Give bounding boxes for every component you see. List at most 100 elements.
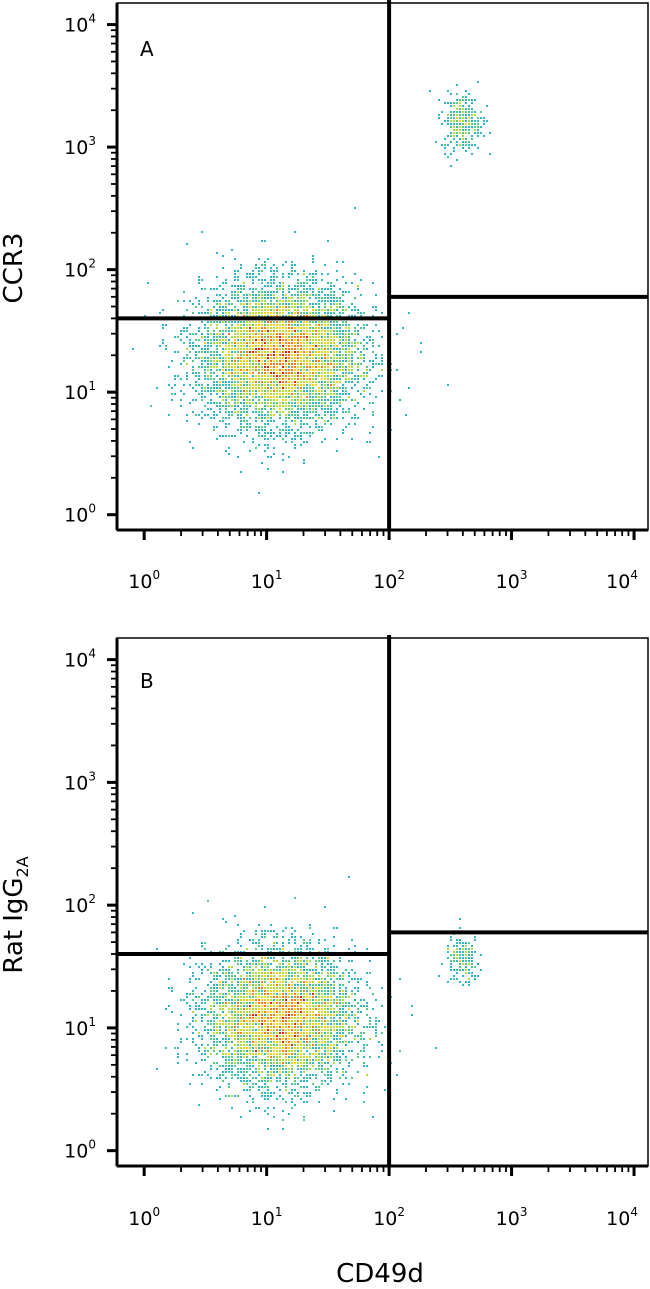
event-dot <box>300 945 302 947</box>
event-dot <box>201 417 203 419</box>
event-dot <box>300 315 302 317</box>
event-dot <box>330 1008 332 1010</box>
event-dot <box>321 336 323 338</box>
event-dot <box>321 369 323 371</box>
event-dot <box>258 1023 260 1025</box>
event-dot <box>225 294 227 296</box>
event-dot <box>291 1023 293 1025</box>
event-dot <box>273 999 275 1001</box>
event-dot <box>453 111 455 113</box>
event-dot <box>279 282 281 284</box>
event-dot <box>375 1023 377 1025</box>
event-dot <box>234 1035 236 1037</box>
event-dot <box>243 1074 245 1076</box>
event-dot <box>318 1050 320 1052</box>
event-dot <box>342 993 344 995</box>
event-dot <box>228 366 230 368</box>
event-dot <box>258 279 260 281</box>
event-dot <box>348 1062 350 1064</box>
event-dot <box>186 420 188 422</box>
event-dot <box>285 426 287 428</box>
event-dot <box>348 342 350 344</box>
event-dot <box>474 951 476 953</box>
event-dot <box>198 1008 200 1010</box>
event-dot <box>336 333 338 335</box>
event-dot <box>318 330 320 332</box>
event-dot <box>450 120 452 122</box>
event-dot <box>261 426 263 428</box>
event-dot <box>315 987 317 989</box>
event-dot <box>192 348 194 350</box>
event-dot <box>450 135 452 137</box>
event-dot <box>342 1002 344 1004</box>
event-dot <box>249 360 251 362</box>
event-dot <box>192 1074 194 1076</box>
event-dot <box>297 1002 299 1004</box>
event-dot <box>327 387 329 389</box>
event-dot <box>258 342 260 344</box>
event-dot <box>285 306 287 308</box>
event-dot <box>252 1053 254 1055</box>
event-dot <box>246 303 248 305</box>
event-dot <box>264 1086 266 1088</box>
event-dot <box>315 960 317 962</box>
event-dot <box>462 945 464 947</box>
event-dot <box>213 366 215 368</box>
event-dot <box>342 1083 344 1085</box>
event-dot <box>252 990 254 992</box>
event-dot <box>342 294 344 296</box>
event-dot <box>303 363 305 365</box>
event-dot <box>465 969 467 971</box>
event-dot <box>324 360 326 362</box>
event-dot <box>267 282 269 284</box>
event-dot <box>336 999 338 1001</box>
panel-b-letter: B <box>140 669 154 693</box>
event-dot <box>333 936 335 938</box>
event-dot <box>306 960 308 962</box>
event-dot <box>267 405 269 407</box>
event-dot <box>471 954 473 956</box>
event-dot <box>453 969 455 971</box>
event-dot <box>330 1026 332 1028</box>
event-dot <box>339 1020 341 1022</box>
event-dot <box>303 1086 305 1088</box>
event-dot <box>243 966 245 968</box>
event-dot <box>363 378 365 380</box>
event-dot <box>297 1077 299 1079</box>
event-dot <box>258 1107 260 1109</box>
event-dot <box>258 1071 260 1073</box>
event-dot <box>303 351 305 353</box>
event-dot <box>255 321 257 323</box>
event-dot <box>213 402 215 404</box>
event-dot <box>285 1062 287 1064</box>
event-dot <box>195 1002 197 1004</box>
event-dot <box>330 417 332 419</box>
event-dot <box>261 390 263 392</box>
event-dot <box>306 366 308 368</box>
event-dot <box>249 1029 251 1031</box>
event-dot <box>225 978 227 980</box>
event-dot <box>270 1068 272 1070</box>
event-dot <box>276 324 278 326</box>
event-dot <box>240 393 242 395</box>
event-dot <box>198 1005 200 1007</box>
event-dot <box>381 390 383 392</box>
event-dot <box>219 321 221 323</box>
event-dot <box>216 288 218 290</box>
event-dot <box>300 966 302 968</box>
event-dot <box>225 303 227 305</box>
event-dot <box>366 384 368 386</box>
event-dot <box>237 405 239 407</box>
event-dot <box>285 1101 287 1103</box>
event-dot <box>324 378 326 380</box>
event-dot <box>231 411 233 413</box>
event-dot <box>222 336 224 338</box>
event-dot <box>354 417 356 419</box>
event-dot <box>267 399 269 401</box>
event-dot <box>291 1068 293 1070</box>
event-dot <box>330 414 332 416</box>
event-dot <box>261 411 263 413</box>
event-dot <box>213 1023 215 1025</box>
event-dot <box>279 1077 281 1079</box>
event-dot <box>333 291 335 293</box>
